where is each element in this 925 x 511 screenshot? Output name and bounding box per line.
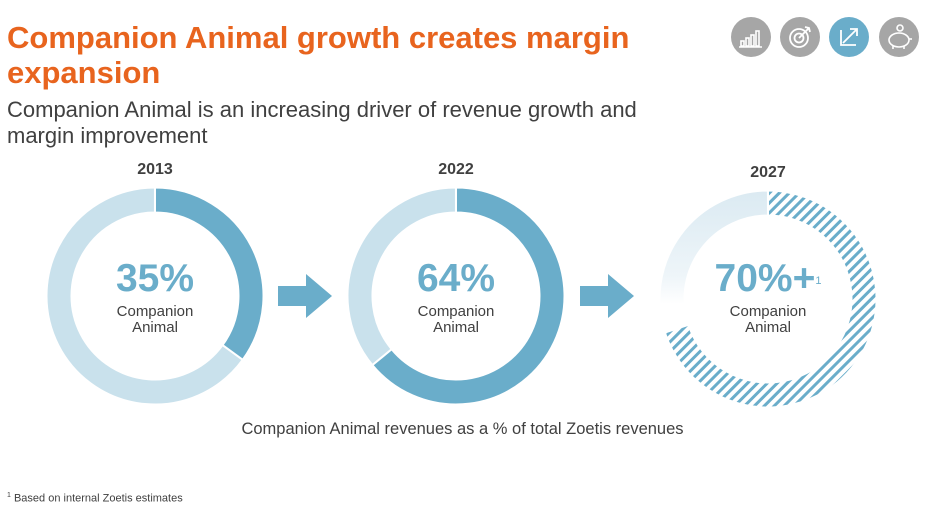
center-label-2027: 70%+1 Companion Animal [683, 257, 853, 336]
donut-slice-2013 [154, 186, 265, 362]
footnote-marker: 1 [7, 492, 11, 499]
transition-arrow-2 [580, 274, 634, 318]
value-text-2027: 70%+ [714, 257, 816, 300]
transition-arrow-1 [278, 274, 332, 318]
chart-caption: Companion Animal revenues as a % of tota… [241, 420, 684, 438]
center-label-2022: 64% Companion Animal [371, 257, 541, 336]
value-label-2027: 70%+1 [683, 257, 853, 301]
slide-subtitle: Companion Animal is an increasing driver… [7, 97, 637, 148]
donut-slice-2022 [370, 186, 566, 406]
target-icon [780, 17, 820, 57]
series-label-2022: Companion Animal [417, 303, 495, 336]
series-label-2027: Companion Animal [729, 303, 807, 336]
piggy-bank-icon [879, 17, 919, 57]
footnote: 1 Based on internal Zoetis estimates [7, 492, 183, 505]
value-label-2022: 64% [416, 257, 496, 300]
value-label-2013: 35% [115, 257, 195, 300]
growth-arrow-icon [829, 17, 869, 57]
slide-title: Companion Animal growth creates margin e… [7, 20, 630, 90]
bar-chart-icon [731, 17, 771, 57]
series-label-2013: Companion Animal [116, 303, 194, 336]
footnote-text: Based on internal Zoetis estimates [13, 492, 183, 505]
footnote-marker-2027: 1 [815, 275, 822, 287]
center-label-2013: 35% Companion Animal [70, 257, 240, 336]
year-2022: 2022 [438, 161, 474, 178]
donut-slice-2027 [663, 189, 878, 409]
year-2013: 2013 [137, 161, 173, 178]
year-2027: 2027 [750, 164, 786, 181]
donut-remainder-2013 [45, 186, 245, 406]
